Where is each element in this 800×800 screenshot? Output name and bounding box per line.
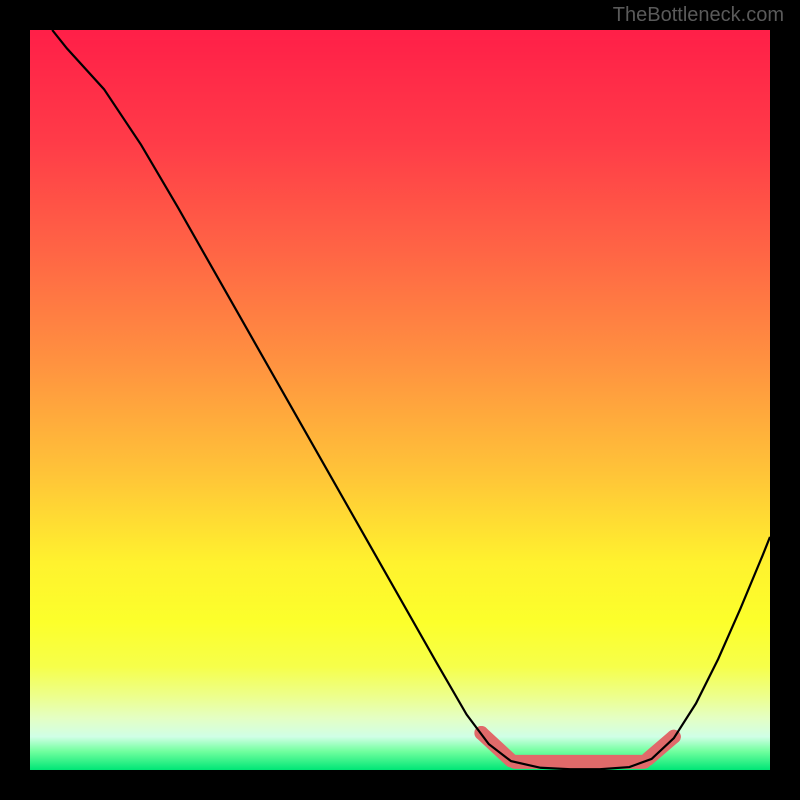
watermark-text: TheBottleneck.com: [613, 4, 784, 27]
bottleneck-curve: [52, 30, 770, 769]
bottleneck-chart: [30, 30, 770, 770]
chart-curve-layer: [30, 30, 770, 770]
